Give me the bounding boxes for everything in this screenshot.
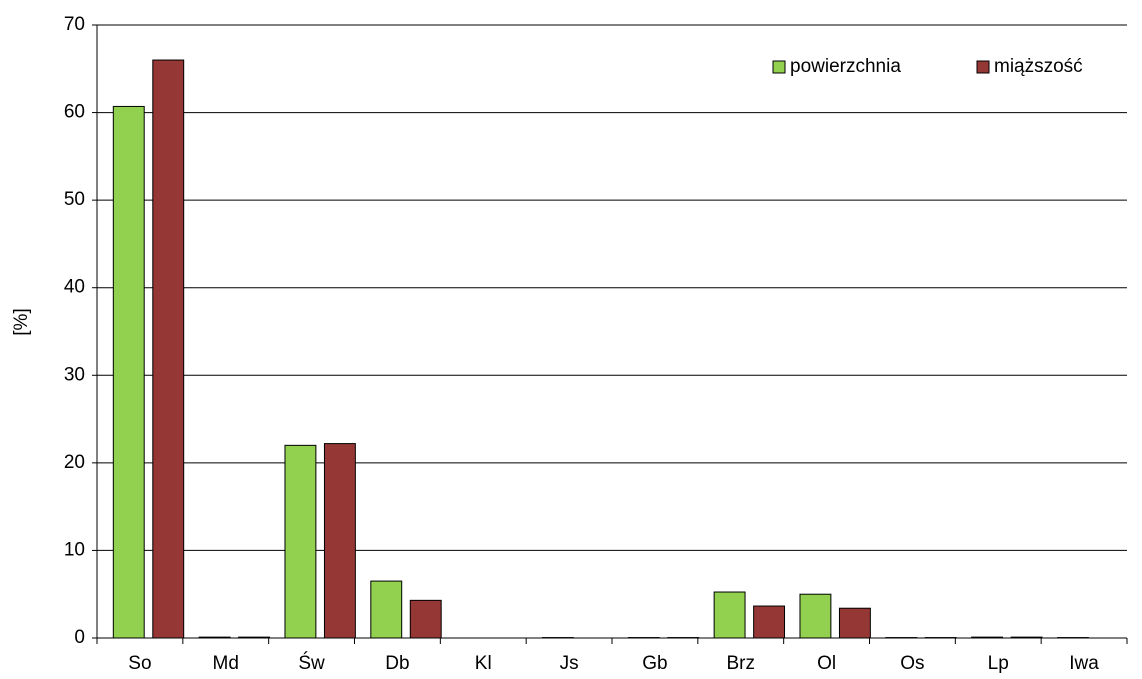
bar: [753, 605, 786, 639]
bar: [838, 607, 871, 639]
x-tick-label: Md: [213, 653, 239, 674]
x-tick-label: So: [128, 653, 151, 674]
x-tick-label: Js: [560, 653, 579, 674]
y-tick-label: 60: [64, 102, 85, 123]
y-tick-label: 20: [64, 452, 85, 473]
x-tick-label: Brz: [727, 653, 756, 674]
bar: [409, 599, 442, 639]
x-tick-label: Kl: [475, 653, 492, 674]
legend-swatch: [976, 60, 990, 74]
bar: [1010, 636, 1043, 639]
bar: [152, 59, 185, 639]
x-tick-label: Gb: [642, 653, 667, 674]
y-tick-label: 50: [64, 189, 85, 210]
bar: [198, 636, 231, 639]
bar: [713, 591, 746, 639]
legend-swatch: [772, 60, 786, 74]
legend-label: miąższość: [994, 56, 1083, 77]
x-tick-label: Db: [385, 653, 409, 674]
bar: [112, 105, 145, 639]
y-axis-label: [%]: [11, 308, 32, 335]
y-tick-label: 10: [64, 539, 85, 560]
bar: [323, 443, 356, 639]
y-tick-label: 0: [74, 627, 85, 648]
y-tick-label: 70: [64, 14, 85, 35]
bar: [370, 580, 403, 639]
legend-label: powierzchnia: [790, 56, 901, 77]
x-tick-label: Lp: [988, 653, 1009, 674]
y-tick-label: 40: [64, 277, 85, 298]
bar: [799, 593, 832, 639]
x-tick-label: Os: [900, 653, 924, 674]
bar: [238, 636, 271, 639]
x-tick-label: Iwa: [1069, 653, 1099, 674]
x-tick-label: Ol: [817, 653, 836, 674]
bar: [284, 444, 317, 639]
x-tick-label: Św: [298, 652, 325, 674]
bar: [971, 636, 1004, 639]
y-tick-label: 30: [64, 364, 85, 385]
